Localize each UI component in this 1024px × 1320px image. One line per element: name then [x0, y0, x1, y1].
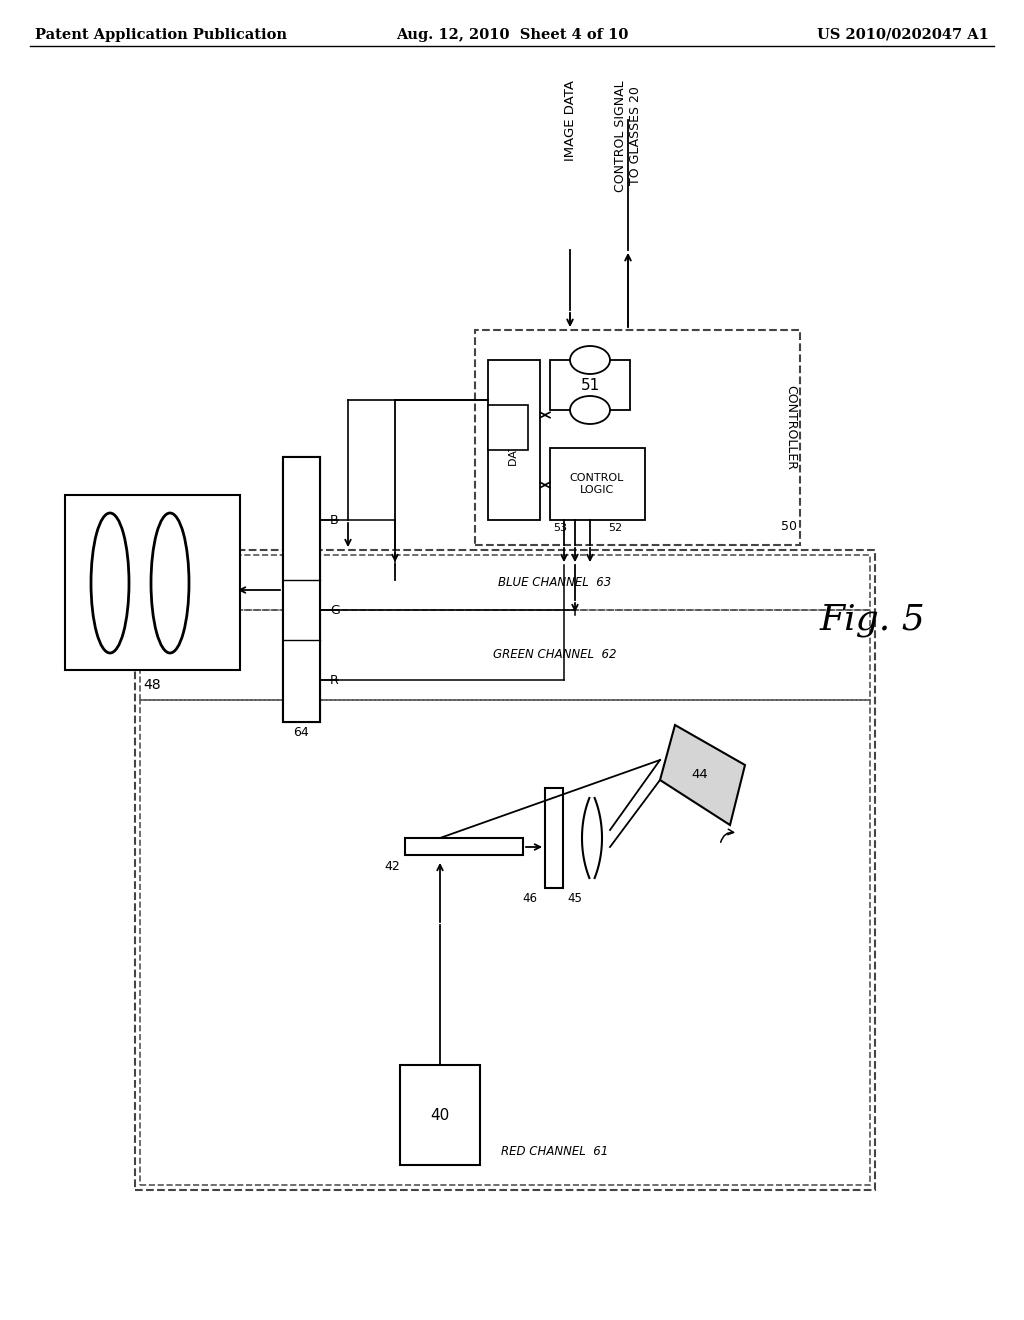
Text: Patent Application Publication: Patent Application Publication	[35, 28, 287, 42]
Text: 51: 51	[581, 378, 600, 392]
Text: US 2010/0202047 A1: US 2010/0202047 A1	[817, 28, 989, 42]
Bar	[545, 788, 563, 888]
Bar	[283, 457, 319, 722]
Text: CONTROLLER: CONTROLLER	[784, 385, 797, 470]
Bar	[135, 550, 874, 1191]
Text: DATA O/P: DATA O/P	[509, 414, 519, 466]
Text: 40: 40	[430, 1107, 450, 1122]
Bar	[550, 447, 645, 520]
Bar	[65, 495, 240, 671]
Text: 52: 52	[608, 523, 623, 533]
Bar	[406, 838, 523, 855]
Bar	[140, 700, 870, 1185]
Text: RED CHANNEL  61: RED CHANNEL 61	[502, 1144, 608, 1158]
Bar	[400, 1065, 480, 1166]
Text: 50: 50	[781, 520, 797, 533]
Ellipse shape	[570, 346, 610, 374]
Text: 45: 45	[567, 892, 582, 906]
Bar	[475, 330, 800, 545]
Polygon shape	[660, 725, 745, 825]
Text: GREEN CHANNEL  62: GREEN CHANNEL 62	[494, 648, 616, 661]
Text: 44: 44	[691, 768, 709, 781]
Ellipse shape	[91, 513, 129, 653]
Text: CONTROL
LOGIC: CONTROL LOGIC	[569, 473, 625, 495]
Bar	[488, 405, 528, 450]
Text: 53: 53	[553, 523, 567, 533]
Text: 64: 64	[293, 726, 309, 739]
Ellipse shape	[151, 513, 189, 653]
Text: IMAGE DATA: IMAGE DATA	[563, 81, 577, 161]
Ellipse shape	[570, 396, 610, 424]
Text: BLUE CHANNEL  63: BLUE CHANNEL 63	[499, 577, 611, 590]
Text: B: B	[330, 513, 339, 527]
Bar	[283, 457, 319, 722]
Text: Aug. 12, 2010  Sheet 4 of 10: Aug. 12, 2010 Sheet 4 of 10	[396, 28, 628, 42]
Text: G: G	[330, 603, 340, 616]
Text: 46: 46	[522, 892, 537, 906]
Text: 48: 48	[143, 678, 161, 692]
Text: CONTROL SIGNAL
TO GLASSES 20: CONTROL SIGNAL TO GLASSES 20	[614, 81, 642, 191]
Text: 42: 42	[384, 861, 400, 873]
Bar	[488, 360, 540, 520]
Bar	[140, 554, 870, 610]
Bar	[140, 610, 870, 700]
Text: R: R	[330, 673, 339, 686]
Text: Fig. 5: Fig. 5	[820, 603, 926, 638]
Bar	[550, 360, 630, 411]
